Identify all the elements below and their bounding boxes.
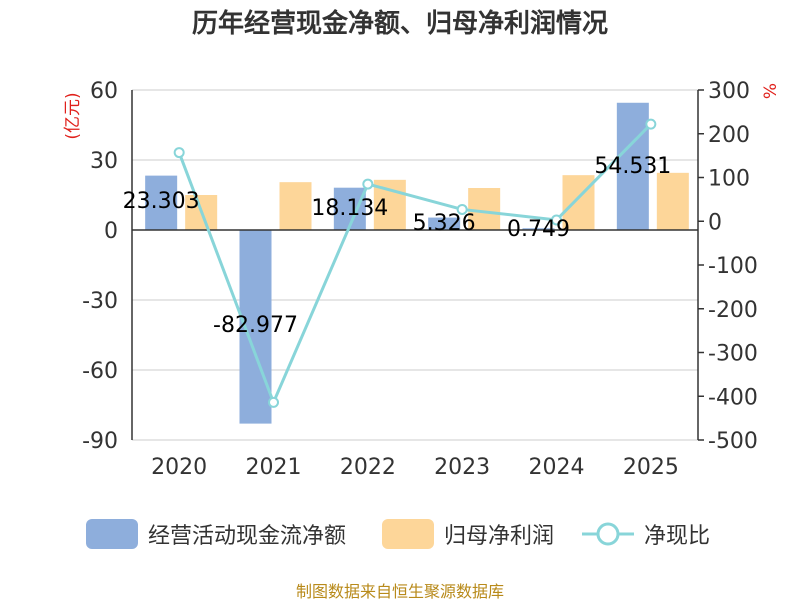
bar-cashflow bbox=[522, 228, 555, 230]
data-label-cashflow: 23.303 bbox=[123, 189, 200, 214]
line-ratio-point bbox=[173, 147, 185, 159]
legend-label-cashflow: 经营活动现金流净额 bbox=[148, 524, 347, 549]
legend-swatch-profit bbox=[382, 519, 434, 549]
data-label-cashflow: -82.977 bbox=[213, 313, 298, 338]
x-tick-label: 2020 bbox=[151, 455, 207, 480]
data-label-cashflow: 54.531 bbox=[594, 154, 671, 179]
legend-label-ratio: 净现比 bbox=[644, 524, 711, 549]
bar-cashflow bbox=[616, 102, 649, 230]
line-ratio-point bbox=[362, 178, 374, 190]
line-ratio bbox=[177, 123, 652, 407]
chart-title: 历年经营现金净额、归母净利润情况 bbox=[192, 8, 608, 39]
y-left-tick-label: 30 bbox=[90, 149, 118, 174]
legend-item-profit[interactable]: 归母净利润 bbox=[382, 516, 554, 552]
line-ratio-point bbox=[268, 396, 279, 408]
x-tick-label: 2025 bbox=[623, 455, 679, 480]
bar-profit bbox=[468, 188, 501, 230]
legend-label-profit: 归母净利润 bbox=[444, 524, 555, 549]
y-right-tick-label: -300 bbox=[708, 342, 758, 367]
y-right-tick-label: -500 bbox=[708, 429, 758, 454]
y-left-tick-label: 0 bbox=[104, 219, 118, 244]
y-left-tick-label: -30 bbox=[82, 289, 118, 314]
line-ratio-point bbox=[551, 214, 562, 226]
x-tick-label: 2023 bbox=[434, 455, 490, 480]
bar-cashflow bbox=[428, 217, 461, 230]
bar-profit bbox=[562, 175, 595, 230]
chart: 历年经营现金净额、归母净利润情况 60300-30-60-90300200100… bbox=[63, 8, 781, 480]
y-right-tick-label: -100 bbox=[708, 254, 758, 279]
y-left-tick-label: 60 bbox=[90, 79, 118, 104]
y-right-tick-label: -200 bbox=[708, 298, 758, 323]
y-right-unit-label: % bbox=[761, 83, 781, 99]
line-ratio-point bbox=[456, 203, 468, 215]
bar-cashflow bbox=[145, 175, 178, 230]
legend-line-marker-icon bbox=[582, 522, 634, 546]
y-right-tick-label: 0 bbox=[708, 210, 722, 235]
y-right-tick-label: 100 bbox=[708, 167, 750, 192]
bar-profit bbox=[656, 172, 689, 230]
footer-source: 制图数据来自恒生聚源数据库 bbox=[295, 582, 504, 601]
x-tick-label: 2022 bbox=[340, 455, 396, 480]
data-label-cashflow: 0.749 bbox=[507, 217, 570, 242]
y-right-tick-label: 300 bbox=[708, 79, 750, 104]
x-tick-label: 2024 bbox=[529, 455, 585, 480]
x-tick-label: 2021 bbox=[246, 455, 302, 480]
legend-item-cashflow[interactable]: 经营活动现金流净额 bbox=[86, 516, 346, 552]
line-ratio-point bbox=[645, 118, 657, 130]
y-right-tick-label: -400 bbox=[708, 385, 758, 410]
bar-profit bbox=[279, 182, 312, 230]
y-left-tick-label: -60 bbox=[82, 359, 118, 384]
y-left-tick-label: -90 bbox=[82, 429, 118, 454]
y-right-tick-label: 200 bbox=[708, 123, 750, 148]
legend: 经营活动现金流净额 归母净利润 净现比 bbox=[0, 516, 800, 552]
data-label-cashflow: 18.134 bbox=[311, 196, 388, 221]
data-label-cashflow: 5.326 bbox=[413, 211, 476, 236]
legend-swatch-cashflow bbox=[86, 519, 138, 549]
legend-item-ratio[interactable]: 净现比 bbox=[582, 516, 710, 552]
y-left-unit-label: (亿元) bbox=[63, 92, 83, 139]
